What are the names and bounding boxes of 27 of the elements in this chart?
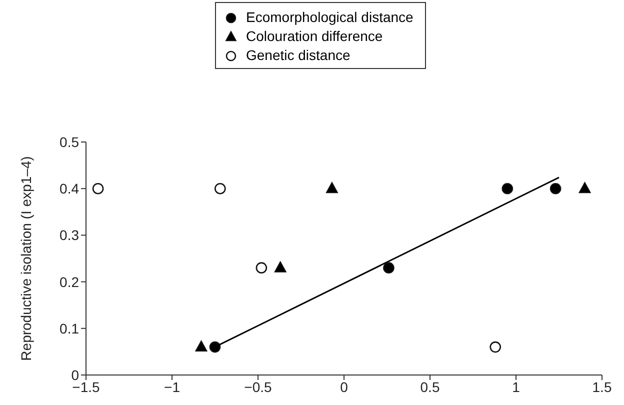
legend-label: Ecomorphological distance <box>246 8 414 24</box>
y-axis-title: Reproductive isolation (I exp1–4) <box>18 156 34 361</box>
point <box>195 340 208 352</box>
x-tick-label: 0.5 <box>420 378 440 395</box>
x-tick-label: 1 <box>512 378 520 395</box>
point <box>256 262 268 274</box>
y-tick-label: 0.1 <box>60 320 80 336</box>
x-tick-label: 0 <box>340 378 348 395</box>
point <box>274 261 286 272</box>
point <box>502 182 514 194</box>
point <box>490 341 502 353</box>
y-tick-label: 0.5 <box>60 134 80 150</box>
point <box>550 182 562 194</box>
point <box>209 341 221 353</box>
x-tick-label: −0.5 <box>244 378 272 395</box>
y-tick-label: 0.2 <box>60 274 80 290</box>
legend-label: Colouration difference <box>246 28 383 44</box>
x-tick-label: −1 <box>164 378 180 395</box>
y-tick-label: 0.3 <box>60 227 80 244</box>
point <box>578 182 591 194</box>
point <box>92 182 104 194</box>
point <box>326 182 338 194</box>
x-tick-label: 1.5 <box>592 378 612 395</box>
legend-label: Genetic distance <box>246 46 350 62</box>
point <box>383 262 394 274</box>
point <box>214 182 226 194</box>
y-tick-label: 0.4 <box>60 180 80 197</box>
